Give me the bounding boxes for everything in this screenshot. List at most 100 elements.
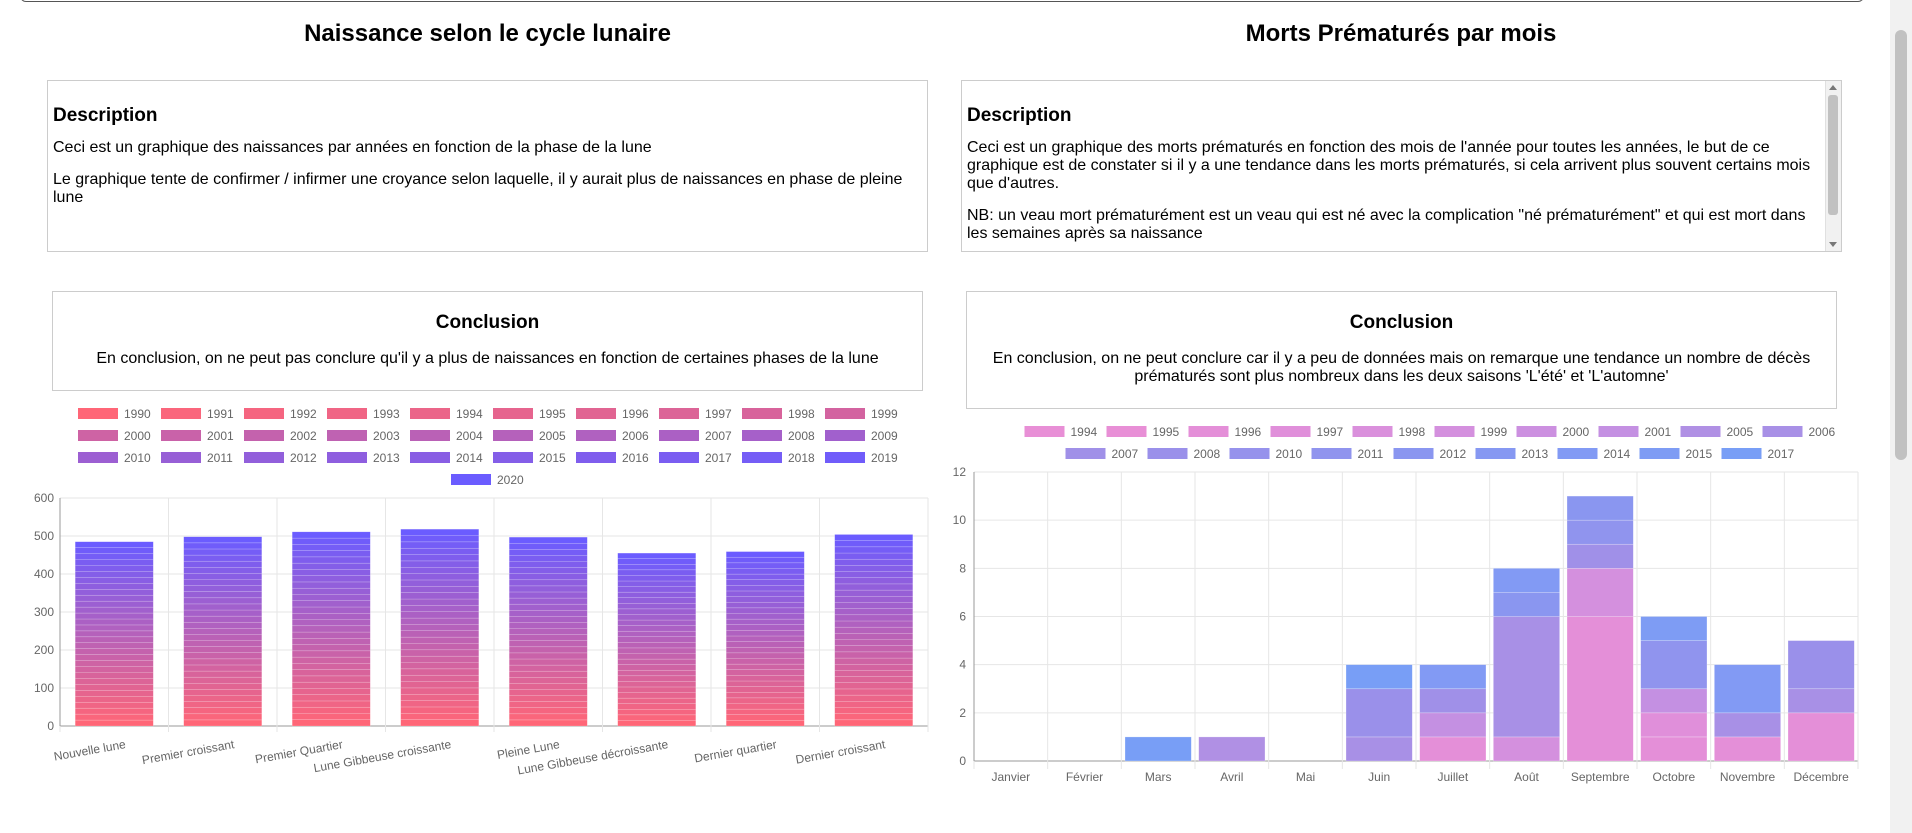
legend-swatch xyxy=(742,452,782,463)
right-description-box[interactable]: Description Ceci est un graphique des mo… xyxy=(961,80,1842,252)
bar-segment xyxy=(834,688,914,696)
bar-segment xyxy=(508,555,588,562)
legend-swatch xyxy=(78,408,118,419)
bar-segment xyxy=(834,565,914,572)
bar-segment xyxy=(74,713,154,721)
bar-segment xyxy=(74,696,154,703)
bar-segment xyxy=(400,598,480,606)
bar-segment xyxy=(1419,712,1487,738)
bar-segment xyxy=(183,585,263,592)
legend-swatch xyxy=(244,408,284,419)
bar-segment xyxy=(834,694,914,702)
legend-label: 2013 xyxy=(1522,447,1549,461)
right-chart-title: Morts Prématurés par mois xyxy=(1245,20,1557,47)
legend-label: 2004 xyxy=(456,429,483,443)
bar-segment xyxy=(508,561,588,568)
legend-label: 1996 xyxy=(622,407,649,421)
legend-label: 2018 xyxy=(788,451,815,465)
bar-segment xyxy=(74,707,154,715)
bar-segment xyxy=(74,559,154,566)
bar-segment xyxy=(183,658,263,666)
legend-swatch xyxy=(410,408,450,419)
bar-segment xyxy=(400,567,480,574)
y-tick-label: 12 xyxy=(953,465,967,479)
bar-segment xyxy=(74,547,154,554)
bar-segment xyxy=(400,700,480,708)
bar-segment xyxy=(74,606,154,614)
page-scroll-thumb[interactable] xyxy=(1895,30,1907,460)
bar-segment xyxy=(725,714,805,721)
bar-segment xyxy=(183,615,263,623)
bar-segment xyxy=(183,707,263,715)
bar-segment xyxy=(74,612,154,620)
bar-segment xyxy=(183,713,263,721)
bar-segment xyxy=(74,624,154,632)
page-scrollbar[interactable] xyxy=(1890,0,1912,833)
bar-segment xyxy=(400,662,480,670)
legend-label: 2015 xyxy=(1686,447,1713,461)
bar-segment xyxy=(1640,616,1708,641)
legend-label: 2017 xyxy=(1768,447,1795,461)
legend-swatch xyxy=(410,430,450,441)
bar-segment xyxy=(617,564,697,571)
legend-label: 1995 xyxy=(1153,425,1180,439)
bar-segment xyxy=(508,609,588,617)
bar-segment xyxy=(1124,736,1192,762)
bar-segment xyxy=(617,580,697,587)
bar-segment xyxy=(1345,688,1413,738)
description-scrollbar[interactable] xyxy=(1825,81,1841,251)
bar-segment xyxy=(1493,592,1560,617)
scroll-up-icon[interactable] xyxy=(1829,85,1837,90)
right-conclusion-heading: Conclusion xyxy=(1349,312,1454,333)
legend-swatch xyxy=(161,452,201,463)
bar-segment xyxy=(400,713,480,720)
bar-segment xyxy=(183,579,263,586)
y-tick-label: 6 xyxy=(959,610,966,624)
legend-swatch xyxy=(1762,426,1803,437)
bar-segment xyxy=(74,553,154,560)
y-tick-label: 400 xyxy=(34,567,54,581)
legend-label: 1996 xyxy=(1235,425,1262,439)
right-panel: Morts Prématurés par mois Description Ce… xyxy=(940,0,1885,833)
left-chart-title: Naissance selon le cycle lunaire xyxy=(304,20,671,47)
left-description-box[interactable]: Description Ceci est un graphique des na… xyxy=(47,80,928,252)
bar-segment xyxy=(1566,616,1634,762)
legend-swatch xyxy=(244,452,284,463)
bar-segment xyxy=(617,658,697,665)
bar-segment xyxy=(400,535,480,543)
bar-segment xyxy=(508,628,588,635)
bar-segment xyxy=(1566,519,1634,545)
y-tick-label: 2 xyxy=(959,706,966,720)
bar-segment xyxy=(725,675,805,682)
bar-segment xyxy=(834,633,914,640)
bar-segment xyxy=(1714,712,1781,738)
legend-swatch xyxy=(1188,426,1229,437)
legend-swatch xyxy=(742,430,782,441)
bar-segment xyxy=(617,664,697,671)
bar-segment xyxy=(725,720,805,727)
legend-swatch xyxy=(327,452,367,463)
bar-segment xyxy=(1787,640,1855,690)
bar-segment xyxy=(508,579,588,587)
legend-swatch xyxy=(825,452,865,463)
bar-segment xyxy=(617,714,697,721)
bar-segment xyxy=(291,719,371,727)
bar-segment xyxy=(400,687,480,695)
bar-segment xyxy=(508,677,588,684)
x-tick-label: Mars xyxy=(1145,770,1172,784)
bar-segment xyxy=(508,640,588,648)
bar-segment xyxy=(400,674,480,682)
scroll-thumb[interactable] xyxy=(1828,95,1838,215)
bar-segment xyxy=(508,622,588,629)
scroll-down-icon[interactable] xyxy=(1829,242,1837,247)
bar-segment xyxy=(617,681,697,688)
left-description-paragraph: Le graphique tente de confirmer / infirm… xyxy=(53,171,903,206)
bar-segment xyxy=(291,675,371,683)
births-moon-phase-chart: 1990 1991 1992 1993 1994 1995 1996 1997 1998 1999… xyxy=(34,407,929,777)
bar-segment xyxy=(1566,568,1634,617)
bar-segment xyxy=(74,666,154,673)
bar-segment xyxy=(834,639,914,646)
bar-segment xyxy=(291,619,371,627)
x-tick-label: Janvier xyxy=(991,770,1030,784)
x-tick-label: Juillet xyxy=(1437,770,1468,784)
